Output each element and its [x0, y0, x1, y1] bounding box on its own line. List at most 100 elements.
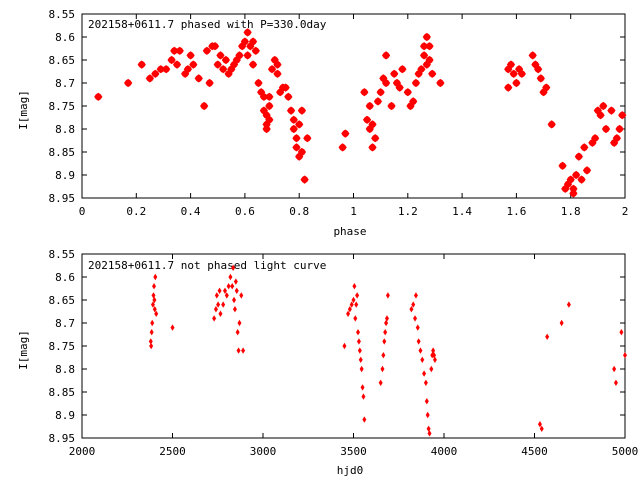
- x-tick-label: 4000: [431, 445, 458, 458]
- data-point: [423, 379, 428, 386]
- data-point: [504, 83, 513, 92]
- data-point: [292, 134, 301, 143]
- data-point: [359, 365, 364, 373]
- data-point: [289, 115, 298, 124]
- data-point: [376, 88, 385, 97]
- data-point: [384, 315, 389, 322]
- data-point: [623, 352, 627, 359]
- data-point: [217, 287, 222, 294]
- data-point: [152, 306, 157, 313]
- data-point: [216, 301, 221, 308]
- x-axis-title: phase: [333, 225, 366, 238]
- data-point: [582, 166, 592, 175]
- x-tick-label: 3000: [250, 445, 277, 458]
- y-tick-label: 8.95: [49, 432, 76, 445]
- data-point: [577, 175, 586, 184]
- y-tick-label: 8.85: [49, 146, 76, 159]
- data-point: [537, 421, 542, 428]
- x-tick-label: 1.6: [506, 205, 526, 218]
- y-tick-label: 8.55: [49, 248, 76, 261]
- y-tick-label: 8.85: [49, 386, 76, 399]
- data-point: [239, 292, 244, 299]
- data-point: [259, 92, 268, 101]
- plot-frame: [81, 13, 626, 199]
- data-point: [351, 296, 356, 304]
- data-point: [403, 88, 412, 97]
- data-point: [232, 296, 237, 304]
- data-point: [619, 329, 624, 336]
- data-point: [295, 120, 304, 129]
- y-tick-label: 8.8: [55, 363, 75, 376]
- y-tick-label: 8.8: [55, 123, 75, 136]
- y-tick-label: 8.55: [49, 8, 76, 21]
- data-point: [241, 347, 246, 354]
- data-point: [183, 65, 192, 74]
- data-point: [425, 55, 434, 65]
- data-point: [218, 310, 223, 317]
- y-tick-label: 8.75: [49, 100, 76, 113]
- data-point: [362, 115, 372, 124]
- data-point: [167, 55, 176, 65]
- data-point: [170, 324, 175, 331]
- data-point: [528, 51, 537, 60]
- data-point: [150, 301, 155, 308]
- data-point: [234, 287, 239, 294]
- data-point: [569, 189, 578, 198]
- data-point: [254, 78, 263, 88]
- data-point: [248, 60, 258, 69]
- data-point: [368, 120, 377, 129]
- x-tick-label: 3500: [340, 445, 367, 458]
- data-point: [612, 365, 617, 373]
- data-point: [381, 352, 386, 359]
- data-point: [558, 161, 567, 170]
- tick-group: 2000 2500 3000 3500 4000 4500 5000 8.55 8.6 8.65 8…: [49, 248, 639, 458]
- data-point: [222, 287, 227, 294]
- data-point: [265, 115, 274, 124]
- data-point: [152, 296, 157, 304]
- data-point: [231, 264, 236, 271]
- data-point: [409, 97, 418, 106]
- data-point: [354, 301, 359, 308]
- x-tick-label: 0.8: [289, 205, 309, 218]
- x-tick-label: 2500: [159, 445, 186, 458]
- data-point: [265, 101, 274, 111]
- data-point: [230, 283, 235, 290]
- data-points: [148, 264, 627, 437]
- data-point: [248, 37, 258, 46]
- data-point: [380, 365, 385, 373]
- x-tick-label: 5000: [612, 445, 639, 458]
- x-tick-label: 2000: [69, 445, 96, 458]
- y-tick-label: 8.95: [49, 192, 76, 205]
- data-point: [124, 78, 133, 88]
- data-point: [346, 310, 351, 317]
- data-point: [419, 51, 429, 60]
- data-point: [390, 69, 399, 78]
- data-point: [349, 301, 354, 308]
- data-point: [371, 134, 380, 143]
- data-point: [262, 124, 271, 134]
- data-point: [353, 315, 358, 322]
- data-point: [360, 88, 369, 97]
- data-point: [601, 124, 611, 134]
- data-point: [425, 42, 434, 51]
- data-point: [292, 143, 301, 152]
- data-point: [419, 42, 429, 51]
- data-point: [542, 83, 551, 92]
- data-point: [281, 83, 290, 92]
- data-point: [506, 60, 516, 69]
- x-tick-label: 0.6: [235, 205, 255, 218]
- data-point: [356, 338, 361, 345]
- data-point: [235, 329, 240, 336]
- data-point: [341, 129, 350, 138]
- data-point: [381, 78, 391, 88]
- data-point: [420, 356, 425, 363]
- data-point: [137, 60, 146, 69]
- data-point: [236, 347, 241, 354]
- data-point: [154, 310, 159, 317]
- data-point: [429, 365, 434, 373]
- data-point: [418, 347, 423, 354]
- data-point: [300, 175, 309, 184]
- data-point: [387, 101, 396, 111]
- data-point: [424, 398, 429, 405]
